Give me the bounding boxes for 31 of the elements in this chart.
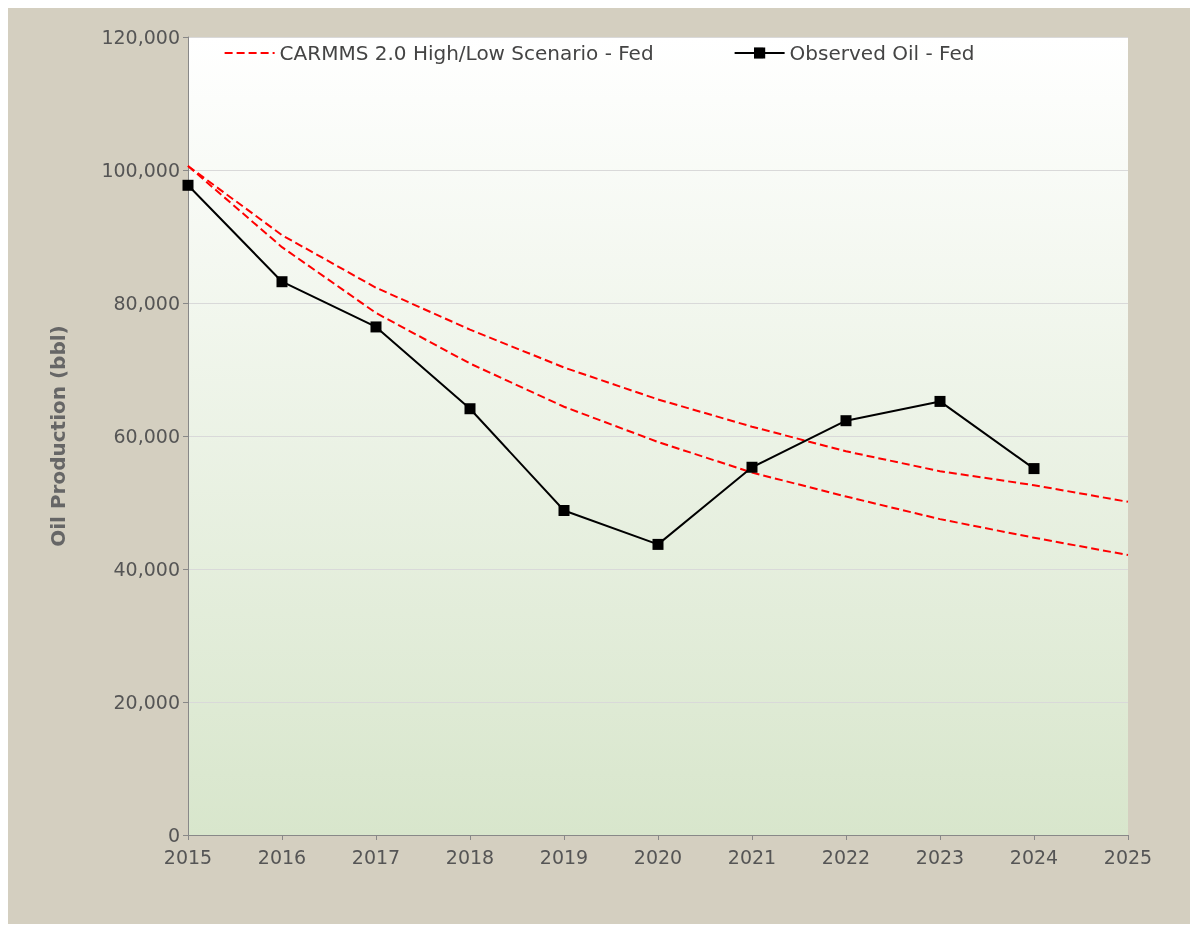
y-tick-label: 0	[167, 824, 180, 846]
y-tick-label: 40,000	[113, 558, 180, 580]
y-tick-label: 100,000	[101, 159, 180, 181]
y-tick-label: 60,000	[113, 425, 180, 447]
point	[840, 415, 852, 427]
x-tick-label: 2019	[539, 845, 589, 868]
x-tick-label: 2015	[163, 845, 213, 868]
point	[746, 461, 758, 473]
point	[934, 395, 946, 407]
point	[1028, 463, 1040, 475]
x-tick-label: 2023	[915, 845, 965, 868]
point	[276, 276, 288, 288]
legend-label: CARMMS 2.0 High/Low Scenario - Fed	[279, 41, 654, 65]
y-axis-title: Oil Production (bbl)	[46, 325, 70, 547]
x-tick-label: 2024	[1009, 845, 1059, 868]
x-tick-label: 2016	[257, 845, 307, 868]
x-tick-label: 2018	[445, 845, 495, 868]
legend-label: Observed Oil - Fed	[789, 41, 975, 65]
x-tick-label: 2020	[633, 845, 683, 868]
point	[464, 403, 476, 415]
x-tick-label: 2021	[727, 845, 777, 868]
point	[370, 321, 382, 333]
x-tick-label: 2022	[821, 845, 871, 868]
point	[558, 504, 570, 516]
x-tick-label: 2025	[1103, 845, 1153, 868]
point	[652, 538, 664, 550]
y-tick-label: 20,000	[113, 691, 180, 713]
y-tick-label: 120,000	[101, 26, 180, 48]
y-tick-label: 80,000	[113, 292, 180, 314]
x-tick-label: 2017	[351, 845, 401, 868]
point	[182, 179, 194, 191]
